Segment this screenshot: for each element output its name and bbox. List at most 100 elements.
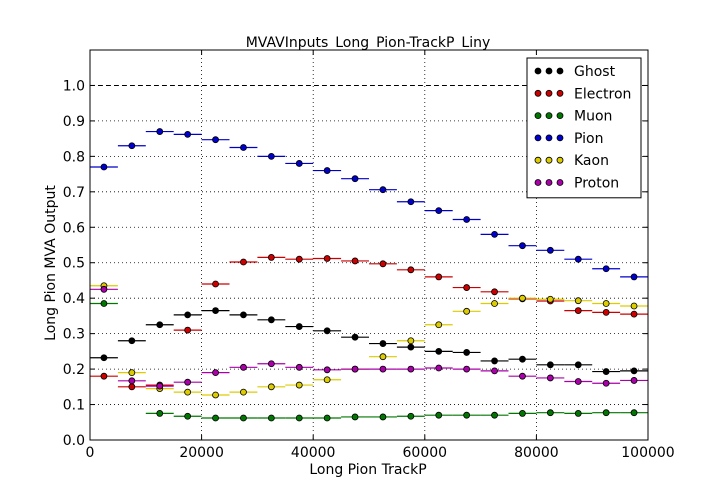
data-point-pion — [463, 216, 471, 223]
legend-marker-electron — [556, 89, 564, 97]
data-point-kaon — [407, 337, 415, 345]
data-point-ghost — [184, 311, 192, 319]
x-tick-label: 80000 — [514, 445, 559, 461]
data-point-proton — [491, 367, 498, 375]
data-point-electron — [267, 254, 275, 261]
legend-marker-proton — [556, 179, 564, 186]
legend-marker-ghost — [545, 67, 553, 75]
data-point-muon — [267, 414, 275, 422]
data-point-electron — [184, 326, 192, 334]
data-point-muon — [323, 414, 331, 422]
y-tick-label: 0.8 — [63, 149, 85, 165]
data-point-electron — [240, 258, 247, 266]
y-tick-label: 0.0 — [63, 433, 85, 449]
data-point-electron — [295, 255, 303, 263]
data-point-kaon — [463, 307, 471, 315]
legend-marker-pion — [545, 134, 553, 142]
data-point-ghost — [267, 316, 275, 324]
legend-marker-electron — [545, 89, 553, 97]
legend-marker-kaon — [556, 156, 564, 164]
data-point-kaon — [602, 300, 610, 307]
data-point-pion — [435, 207, 443, 215]
y-tick-label: 0.2 — [63, 362, 85, 378]
data-point-ghost — [435, 347, 443, 355]
data-point-proton — [435, 364, 443, 372]
x-tick-label: 60000 — [403, 445, 448, 461]
data-point-ghost — [602, 368, 610, 375]
data-point-proton — [128, 377, 136, 385]
data-point-pion — [323, 167, 331, 174]
data-point-proton — [574, 378, 582, 385]
data-point-muon — [630, 409, 638, 417]
data-point-electron — [630, 310, 638, 318]
data-point-pion — [184, 130, 192, 138]
data-point-electron — [435, 273, 443, 281]
data-point-kaon — [379, 353, 387, 361]
data-point-pion — [351, 175, 359, 183]
data-point-muon — [519, 410, 526, 417]
data-point-electron — [407, 266, 415, 274]
data-point-pion — [491, 230, 498, 238]
series-proton — [90, 285, 648, 390]
data-point-pion — [156, 128, 164, 135]
data-point-proton — [240, 363, 247, 371]
data-point-kaon — [630, 302, 638, 310]
legend-marker-proton — [545, 179, 553, 186]
data-point-ghost — [100, 354, 108, 362]
data-point-ghost — [323, 327, 331, 335]
data-point-pion — [407, 198, 415, 206]
data-point-kaon — [435, 321, 443, 329]
data-point-muon — [602, 409, 610, 417]
data-point-proton — [323, 366, 331, 374]
data-point-muon — [156, 410, 164, 417]
data-point-electron — [212, 280, 219, 288]
data-point-pion — [630, 273, 638, 281]
data-point-muon — [435, 411, 443, 419]
data-point-proton — [351, 365, 359, 373]
data-point-ghost — [212, 307, 219, 314]
legend-marker-electron — [534, 89, 542, 97]
y-tick-label: 0.9 — [63, 114, 85, 130]
data-point-pion — [267, 152, 275, 160]
data-point-electron — [100, 372, 108, 380]
legend-label-kaon: Kaon — [574, 153, 609, 169]
data-point-muon — [463, 411, 471, 419]
legend-marker-kaon — [534, 156, 542, 164]
data-point-proton — [519, 372, 526, 380]
legend-label-pion: Pion — [574, 131, 603, 147]
data-point-muon — [546, 409, 554, 417]
data-point-electron — [574, 307, 582, 314]
legend-marker-muon — [534, 112, 542, 119]
data-point-kaon — [212, 391, 219, 399]
legend-marker-pion — [556, 134, 564, 142]
data-point-pion — [574, 255, 582, 263]
x-axis-title: Long Pion TrackP — [309, 462, 426, 478]
data-point-ghost — [463, 349, 471, 356]
data-point-kaon — [267, 383, 275, 391]
data-point-proton — [630, 377, 638, 384]
legend-label-ghost: Ghost — [574, 64, 616, 80]
legend-label-electron: Electron — [574, 86, 631, 102]
axis-ticks: 0 20000 40000 60000 80000 100000 0.0 0.1 0.2 0.3 0… — [63, 50, 675, 461]
legend-marker-proton — [534, 179, 542, 186]
data-point-muon — [407, 412, 415, 420]
legend-marker-ghost — [556, 67, 564, 75]
data-point-ghost — [240, 311, 247, 319]
data-point-muon — [295, 414, 303, 422]
y-axis-title: Long Pion MVA Output — [43, 185, 59, 341]
x-tick-label: 0 — [86, 445, 95, 461]
data-point-proton — [100, 285, 108, 293]
data-point-ghost — [630, 367, 638, 375]
data-point-pion — [295, 160, 303, 167]
chart-title: MVAVInputs_Long_Pion-TrackP_Liny — [246, 35, 491, 51]
data-point-proton — [295, 363, 303, 371]
legend-box — [526, 57, 642, 199]
legend: Ghost Electron Muon Pion Kaon Proton — [526, 57, 642, 199]
data-point-electron — [463, 284, 471, 291]
legend-label-muon: Muon — [574, 109, 612, 125]
data-point-kaon — [184, 388, 192, 396]
series-muon — [90, 300, 648, 422]
data-point-pion — [240, 144, 247, 151]
data-point-pion — [212, 136, 219, 144]
data-point-ghost — [574, 361, 582, 369]
